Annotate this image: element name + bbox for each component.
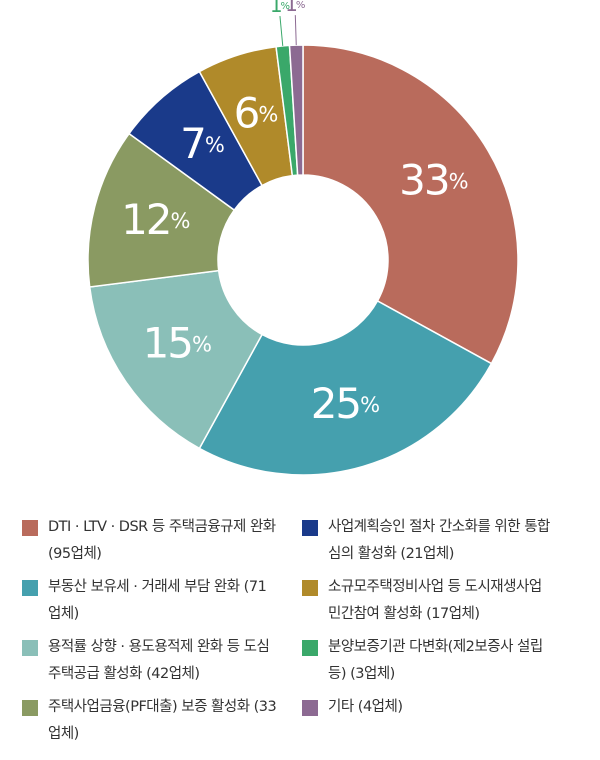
label-number: 1 — [270, 0, 281, 17]
donut-slice — [302, 44, 519, 365]
legend-item: 주택사업금융(PF대출) 보증 활성화 (33업체) — [22, 694, 277, 748]
legend-label: DTI · LTV · DSR 등 주택금융규제 완화 (95업체) — [48, 519, 276, 562]
legend-swatch — [302, 700, 318, 716]
legend-swatch — [302, 640, 318, 656]
label-unit: % — [258, 102, 278, 126]
chart: 33%25%15%12%7%6%1%1% — [87, 0, 519, 476]
legend-label: 사업계획승인 절차 간소화를 위한 통합심의 활성화 (21업체) — [328, 519, 550, 562]
label-number: 1 — [285, 0, 296, 16]
data-label: 6% — [234, 88, 279, 137]
donut-slice — [87, 132, 236, 288]
legend-item: 소규모주택정비사업 등 도시재생사업 민간참여 활성화 (17업체) — [302, 574, 557, 628]
label-unit: % — [449, 170, 469, 194]
legend-label: 분양보증기관 다변화(제2보증사 설립 등) (3업체) — [328, 639, 543, 682]
legend-label: 기타 (4업체) — [328, 699, 403, 715]
leader-line — [279, 16, 284, 47]
label-unit: % — [205, 133, 225, 157]
legend-item: 부동산 보유세 · 거래세 부담 완화 (71업체) — [22, 574, 277, 628]
data-label: 15% — [143, 318, 212, 367]
label-unit: % — [281, 1, 291, 12]
legend-item: 용적률 상향 · 용도용적제 완화 등 도심주택공급 활성화 (42업체) — [22, 634, 277, 688]
data-label: 1% — [270, 0, 290, 17]
label-number: 7 — [180, 118, 205, 167]
legend-swatch — [22, 700, 38, 716]
label-unit: % — [296, 0, 306, 11]
leader-line — [294, 15, 297, 46]
label-number: 6 — [234, 88, 259, 137]
label-number: 12 — [121, 195, 170, 244]
label-number: 33 — [399, 155, 448, 204]
label-number: 25 — [311, 378, 360, 427]
data-label: 1% — [285, 0, 305, 16]
donut-slice — [88, 269, 264, 450]
legend-swatch — [22, 640, 38, 656]
legend-swatch — [302, 580, 318, 596]
legend-label: 부동산 보유세 · 거래세 부담 완화 (71업체) — [48, 579, 267, 622]
donut-slice — [288, 44, 304, 176]
label-unit: % — [192, 332, 212, 356]
legend-item: 사업계획승인 절차 간소화를 위한 통합심의 활성화 (21업체) — [302, 514, 557, 568]
legend-label: 용적률 상향 · 용도용적제 완화 등 도심주택공급 활성화 (42업체) — [48, 639, 270, 682]
legend-item: 기타 (4업체) — [302, 694, 557, 721]
label-unit: % — [360, 393, 380, 417]
donut-slice — [198, 299, 493, 476]
data-label: 33% — [399, 155, 468, 204]
label-number: 15 — [143, 318, 192, 367]
data-label: 12% — [121, 195, 190, 244]
legend-item: 분양보증기관 다변화(제2보증사 설립 등) (3업체) — [302, 634, 557, 688]
legend-swatch — [302, 520, 318, 536]
data-label: 7% — [180, 118, 225, 167]
legend-swatch — [22, 520, 38, 536]
data-label: 25% — [311, 378, 380, 427]
legend-swatch — [22, 580, 38, 596]
legend-label: 소규모주택정비사업 등 도시재생사업 민간참여 활성화 (17업체) — [328, 579, 542, 622]
legend-item: DTI · LTV · DSR 등 주택금융규제 완화 (95업체) — [22, 514, 277, 568]
legend-label: 주택사업금융(PF대출) 보증 활성화 (33업체) — [48, 699, 277, 742]
label-unit: % — [171, 209, 191, 233]
